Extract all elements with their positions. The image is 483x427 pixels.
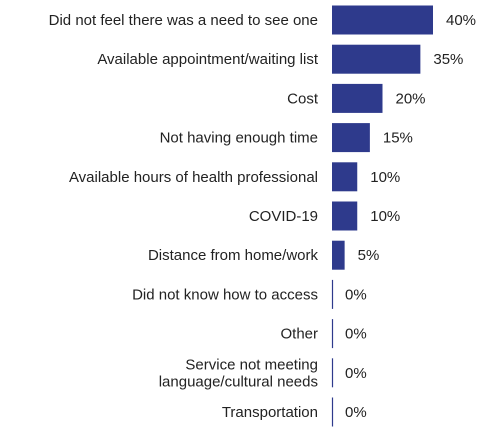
value-labels-layer: 40% 35% 20% 15% 10% 10% 5% 0% 0% 0% 0% <box>345 12 476 421</box>
category-label: Cost <box>287 90 319 107</box>
category-label-line: Available appointment/waiting list <box>97 51 319 68</box>
category-label-line: Other <box>280 326 318 343</box>
value-label: 20% <box>396 90 426 107</box>
category-label-line: Not having enough time <box>160 130 318 147</box>
category-label-line: Transportation <box>222 404 318 421</box>
bar <box>332 5 433 35</box>
bar <box>332 240 345 270</box>
category-label-line: Cost <box>287 90 319 107</box>
value-label: 15% <box>383 130 413 147</box>
bars-layer <box>331 5 433 427</box>
category-label: COVID-19 <box>249 208 318 225</box>
category-label-line: Distance from home/work <box>148 247 319 264</box>
value-label: 10% <box>370 208 400 225</box>
value-label: 5% <box>358 247 380 264</box>
category-label: Did not know how to access <box>132 286 318 303</box>
category-label: Available appointment/waiting list <box>97 51 319 68</box>
category-label: Did not feel there was a need to see one <box>49 12 318 29</box>
value-label: 0% <box>345 365 367 382</box>
category-label-line: Available hours of health professional <box>69 169 318 186</box>
category-label: Service not meeting language/cultural nee… <box>159 356 318 390</box>
bar <box>332 44 421 74</box>
category-label: Available hours of health professional <box>69 169 318 186</box>
value-label: 0% <box>345 404 367 421</box>
value-label: 10% <box>370 169 400 186</box>
bar <box>332 83 383 113</box>
category-label-line: language/cultural needs <box>159 373 318 390</box>
value-label: 40% <box>446 12 476 29</box>
bar <box>332 162 358 192</box>
bar <box>332 201 358 231</box>
category-label: Other <box>280 326 318 343</box>
category-label-line: Did not know how to access <box>132 286 318 303</box>
category-label: Transportation <box>222 404 318 421</box>
category-label: Distance from home/work <box>148 247 319 264</box>
category-labels-layer: Did not feel there was a need to see one… <box>49 12 319 421</box>
value-label: 35% <box>433 51 463 68</box>
category-label-line: Service not meeting <box>185 356 318 373</box>
category-label: Not having enough time <box>160 130 318 147</box>
category-label-line: Did not feel there was a need to see one <box>49 12 318 29</box>
category-label-line: COVID-19 <box>249 208 318 225</box>
value-label: 0% <box>345 326 367 343</box>
bar <box>332 123 370 153</box>
value-label: 0% <box>345 286 367 303</box>
